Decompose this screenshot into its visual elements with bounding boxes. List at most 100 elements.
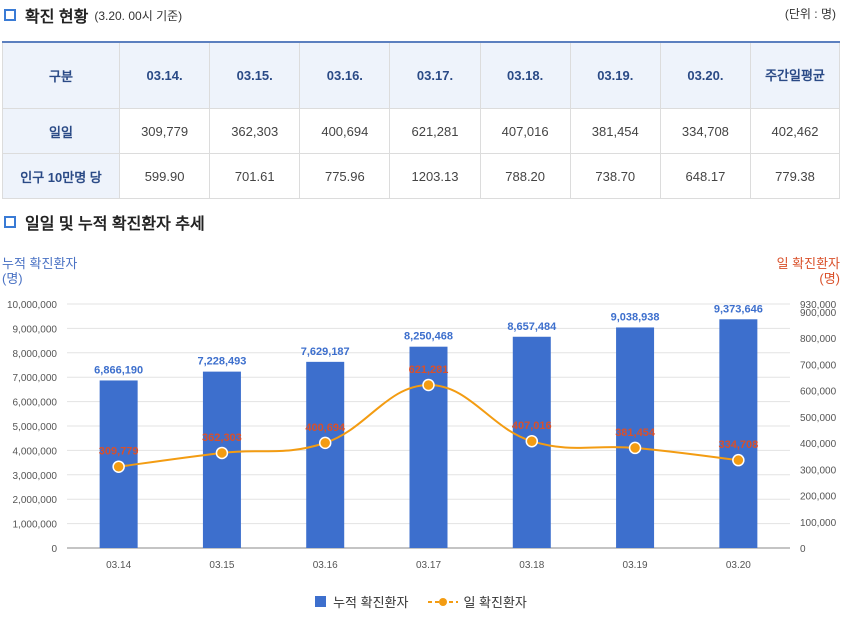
line-point <box>732 453 745 467</box>
bar-data-label: 9,038,938 <box>611 311 660 323</box>
line-point <box>112 460 125 473</box>
table-row: 인구 10만명 당 599.90 701.61 775.96 1203.13 7… <box>2 153 840 199</box>
table-cell: 738.70 <box>569 153 661 199</box>
bar-cumulative <box>306 361 345 548</box>
left-tick-label: 1,000,000 <box>13 520 58 531</box>
left-tick-label: 7,000,000 <box>13 373 58 384</box>
right-tick-label: 800,000 <box>800 334 837 345</box>
left-tick-label: 5,000,000 <box>13 422 58 433</box>
left-tick-label: 4,000,000 <box>13 446 58 457</box>
table-cell: 362,303 <box>209 108 301 154</box>
left-tick-label: 9,000,000 <box>13 324 58 335</box>
legend-item-cumulative[interactable]: 누적 확진환자 <box>315 592 408 611</box>
line-data-label: 309,779 <box>99 446 139 458</box>
table-header-cell: 주간일평균 <box>750 41 840 109</box>
x-tick-label: 03.18 <box>519 560 544 571</box>
bar-data-label: 9,373,646 <box>714 303 763 315</box>
bar-cumulative <box>409 346 448 548</box>
left-tick-label: 10,000,000 <box>7 300 57 311</box>
legend-label: 누적 확진환자 <box>333 595 409 610</box>
table-cell: 788.20 <box>479 153 571 199</box>
left-tick-label: 2,000,000 <box>13 495 58 506</box>
table-header-row: 구분 03.14. 03.15. 03.16. 03.17. 03.18. 03… <box>2 41 840 109</box>
right-tick-label: 0 <box>800 544 806 555</box>
line-point <box>628 441 642 455</box>
x-tick-label: 03.14 <box>106 560 131 571</box>
table-cell: 309,779 <box>118 108 211 154</box>
table-header-cell: 03.15. <box>209 41 301 109</box>
unit-label: (단위 : 명) <box>784 7 836 21</box>
table-cell: 701.61 <box>209 153 301 199</box>
bar-cumulative <box>719 319 758 548</box>
section-square-icon <box>4 9 16 21</box>
right-axis-title: 일 확진환자 (명) <box>777 256 840 286</box>
bar-data-label: 8,250,468 <box>404 331 453 343</box>
left-tick-label: 8,000,000 <box>13 349 58 360</box>
right-tick-label: 300,000 <box>800 465 837 476</box>
line-point <box>422 378 435 392</box>
table-row-header: 인구 10만명 당 <box>2 153 120 199</box>
right-tick-label: 600,000 <box>800 387 837 398</box>
bar-data-label: 6,866,190 <box>94 364 143 376</box>
left-axis-title: 누적 확진환자 (명) <box>2 256 77 286</box>
x-tick-label: 03.15 <box>209 560 234 571</box>
table-header-cell: 03.14. <box>118 41 211 109</box>
bar-data-label: 7,228,493 <box>197 356 246 368</box>
chart-section-title: 일일 및 누적 확진환자 추세 <box>25 216 205 233</box>
legend-item-daily[interactable]: 일 확진환자 <box>428 592 527 611</box>
line-data-label: 381,454 <box>615 427 656 439</box>
section-subtitle: (3.20. 00시 기준) <box>94 8 183 23</box>
x-tick-label: 03.20 <box>726 560 751 571</box>
x-tick-label: 03.16 <box>313 560 338 571</box>
table-cell: 779.38 <box>750 153 840 199</box>
bar-data-label: 7,629,187 <box>301 346 350 358</box>
right-tick-label: 200,000 <box>800 492 837 503</box>
section-square-icon <box>4 216 16 228</box>
table-header-cell: 구분 <box>2 41 120 109</box>
table-header-cell: 03.16. <box>299 41 391 109</box>
right-tick-label: 900,000 <box>800 308 837 319</box>
left-tick-label: 3,000,000 <box>13 471 58 482</box>
right-tick-label: 400,000 <box>800 439 837 450</box>
line-data-label: 334,708 <box>718 439 758 451</box>
line-data-label: 407,016 <box>512 420 552 432</box>
table-cell: 402,462 <box>750 108 840 154</box>
table-cell: 1203.13 <box>389 153 481 199</box>
line-data-label: 362,303 <box>202 432 242 444</box>
table-cell: 400,694 <box>299 108 391 154</box>
section-title: 확진 현황 <box>25 9 89 26</box>
table-cell: 621,281 <box>389 108 481 154</box>
line-point <box>215 446 229 460</box>
bar-cumulative <box>202 371 241 548</box>
status-header: 확진 현황 (3.20. 00시 기준) <box>4 3 182 27</box>
table-header-cell: 03.17. <box>389 41 481 109</box>
line-point <box>525 434 539 448</box>
status-table: 구분 03.14. 03.15. 03.16. 03.17. 03.18. 03… <box>2 41 840 199</box>
table-cell: 334,708 <box>659 108 752 154</box>
left-axis-unit: (명) <box>2 271 23 286</box>
legend-bar-swatch <box>315 596 327 607</box>
table-header-cell: 03.18. <box>479 41 571 109</box>
trend-chart: 0 1,000,000 2,000,000 3,000,000 4,000,000 5,0… <box>7 300 837 571</box>
left-tick-label: 6,000,000 <box>13 398 58 409</box>
chart-header: 일일 및 누적 확진환자 추세 <box>4 210 205 234</box>
right-axis-title-text: 일 확진환자 <box>776 256 840 271</box>
table-row: 일일 309,779 362,303 400,694 621,281 407,0… <box>2 108 840 154</box>
x-tick-label: 03.17 <box>416 560 441 571</box>
right-axis-unit: (명) <box>819 271 840 286</box>
table-header-cell: 03.19. <box>569 41 661 109</box>
legend-line-swatch <box>428 597 459 606</box>
line-data-label: 400,694 <box>305 422 346 434</box>
table-cell: 648.17 <box>659 153 752 199</box>
right-tick-label: 700,000 <box>800 360 837 371</box>
legend-label: 일 확진환자 <box>463 595 527 610</box>
left-axis-title-text: 누적 확진환자 <box>2 256 78 271</box>
line-data-label: 621,281 <box>409 364 449 376</box>
table-cell: 381,454 <box>569 108 661 154</box>
bar-cumulative <box>616 327 655 548</box>
table-header-cell: 03.20. <box>659 41 752 109</box>
right-tick-label: 500,000 <box>800 413 837 424</box>
left-tick-label: 0 <box>51 544 57 555</box>
right-tick-label: 100,000 <box>800 518 837 529</box>
table-row-header: 일일 <box>2 108 120 154</box>
